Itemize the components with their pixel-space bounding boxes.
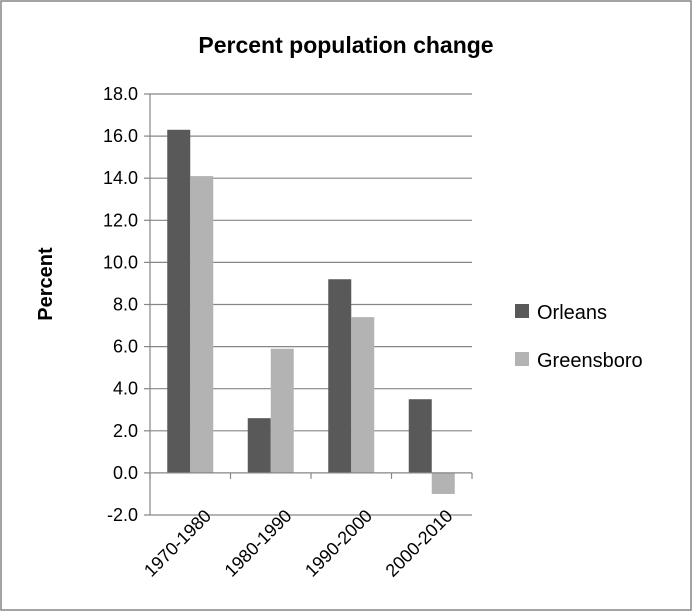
legend-label-greensboro: Greensboro	[537, 350, 643, 372]
chart-title: Percent population change	[198, 32, 493, 58]
y-tick-label: 10.0	[103, 252, 138, 272]
y-tick-label: 2.0	[113, 421, 138, 441]
y-tick-label: 8.0	[113, 295, 138, 315]
y-tick-label: 14.0	[103, 168, 138, 188]
legend-swatch-greensboro	[515, 352, 529, 366]
y-tick-label: 16.0	[103, 126, 138, 146]
y-axis-label: Percent	[35, 247, 57, 321]
axes	[149, 94, 473, 515]
bar-greensboro-2000-2010	[431, 472, 455, 494]
bar-greensboro-1980-1990	[270, 348, 294, 473]
bar-orleans-1970-1980	[167, 129, 191, 473]
y-tick-labels: -2.0 0.0 2.0 4.0 6.0 8.0 10.0 12.0 14.0 16.0 18.0	[103, 84, 150, 525]
legend-swatch-orleans	[515, 304, 529, 318]
y-tick-label: 0.0	[113, 463, 138, 483]
bar-orleans-1980-1990	[247, 418, 271, 473]
legend-label-orleans: Orleans	[537, 302, 607, 324]
y-tick-label: 12.0	[103, 210, 138, 230]
bar-greensboro-1990-2000	[351, 317, 375, 473]
legend: Orleans Greensboro	[515, 302, 643, 372]
y-tick-label: 18.0	[103, 84, 138, 104]
bar-greensboro-1970-1980	[190, 176, 214, 473]
y-tick-label: -2.0	[107, 505, 138, 525]
y-tick-label: 4.0	[113, 379, 138, 399]
bar-orleans-2000-2010	[408, 399, 432, 473]
y-tick-label: 6.0	[113, 337, 138, 357]
bars	[167, 129, 455, 494]
bar-orleans-1990-2000	[328, 279, 352, 473]
